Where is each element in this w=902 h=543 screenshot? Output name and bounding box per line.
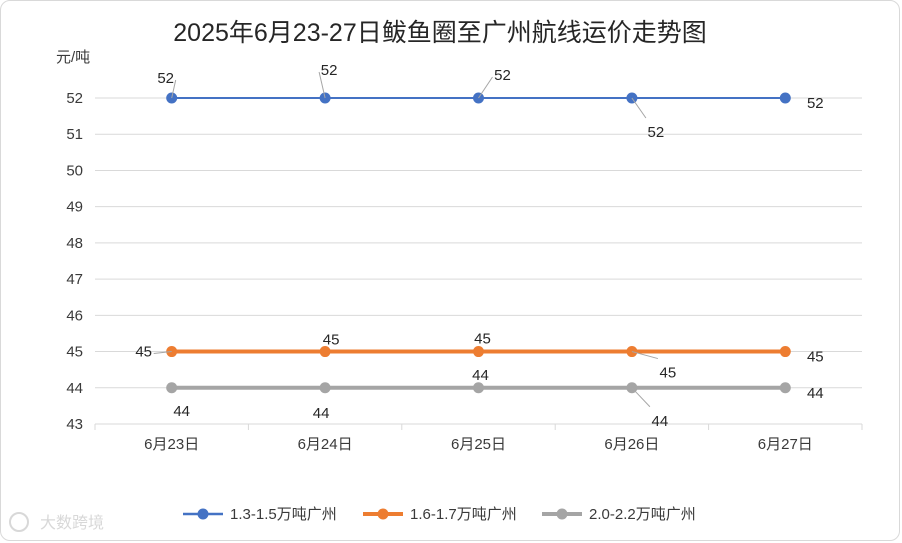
data-point xyxy=(166,382,178,394)
x-axis-ticks: 6月23日 6月24日 6月25日 6月26日 6月27日 xyxy=(94,424,863,453)
y-tick-label: 48 xyxy=(66,235,83,252)
series-lines xyxy=(166,92,791,394)
y-tick-label: 44 xyxy=(66,380,83,397)
y-axis-ticks: 43 44 45 46 47 48 49 50 51 52 xyxy=(66,90,83,433)
legend-label: 1.3-1.5万吨广州 xyxy=(230,506,337,523)
watermark-logo-icon xyxy=(9,512,29,532)
data-label: 44 xyxy=(807,385,824,402)
data-label: 44 xyxy=(652,413,669,430)
y-tick-label: 51 xyxy=(66,126,83,143)
data-label: 44 xyxy=(313,405,330,422)
x-tick-label: 6月23日 xyxy=(144,436,199,453)
x-tick-label: 6月26日 xyxy=(604,436,659,453)
leader-line xyxy=(153,351,172,355)
data-point xyxy=(779,92,791,104)
leader-line xyxy=(478,76,493,99)
data-point xyxy=(779,346,791,358)
y-tick-label: 45 xyxy=(66,344,83,361)
data-point xyxy=(319,382,331,394)
y-axis-label: 元/吨 xyxy=(56,49,90,66)
leader-line xyxy=(631,97,647,119)
y-tick-label: 50 xyxy=(66,162,83,179)
leader-line xyxy=(171,79,177,99)
chart-title: 2025年6月23-27日鲅鱼圈至广州航线运价走势图 xyxy=(173,19,706,47)
data-label: 52 xyxy=(321,62,338,79)
data-label: 52 xyxy=(648,124,665,141)
data-label: 45 xyxy=(474,331,491,348)
legend-marker xyxy=(377,508,389,520)
legend-label: 2.0-2.2万吨广州 xyxy=(589,506,696,523)
data-point xyxy=(319,346,331,358)
leader-line xyxy=(631,351,659,360)
data-label: 44 xyxy=(173,403,190,420)
leader-line xyxy=(318,71,326,99)
watermark: 大数跨境 xyxy=(9,512,104,532)
data-label: 45 xyxy=(660,365,677,382)
watermark-text: 大数跨境 xyxy=(40,513,104,532)
data-label: 52 xyxy=(494,67,511,84)
data-point xyxy=(779,382,791,394)
data-label: 45 xyxy=(323,332,340,349)
y-tick-label: 52 xyxy=(66,90,83,107)
x-tick-label: 6月25日 xyxy=(451,436,506,453)
leader-line xyxy=(631,387,651,408)
y-tick-label: 49 xyxy=(66,199,83,216)
data-label: 45 xyxy=(135,344,152,361)
data-point xyxy=(473,346,484,358)
x-tick-label: 6月24日 xyxy=(298,436,353,453)
y-tick-label: 47 xyxy=(66,271,83,288)
data-labels: 52 52 52 52 52 45 45 45 45 45 44 44 44 44 44 xyxy=(135,62,823,430)
data-label: 44 xyxy=(472,367,489,384)
x-tick-label: 6月27日 xyxy=(758,436,813,453)
y-tick-label: 46 xyxy=(66,307,83,324)
legend-marker xyxy=(197,508,209,520)
data-label: 52 xyxy=(807,95,824,112)
legend-label: 1.6-1.7万吨广州 xyxy=(410,506,517,523)
data-label: 52 xyxy=(157,70,174,87)
legend: 1.3-1.5万吨广州 1.6-1.7万吨广州 2.0-2.2万吨广州 xyxy=(183,506,696,523)
legend-marker xyxy=(556,508,568,520)
y-tick-label: 43 xyxy=(66,416,83,433)
data-label: 45 xyxy=(807,349,824,366)
data-point xyxy=(473,382,484,394)
